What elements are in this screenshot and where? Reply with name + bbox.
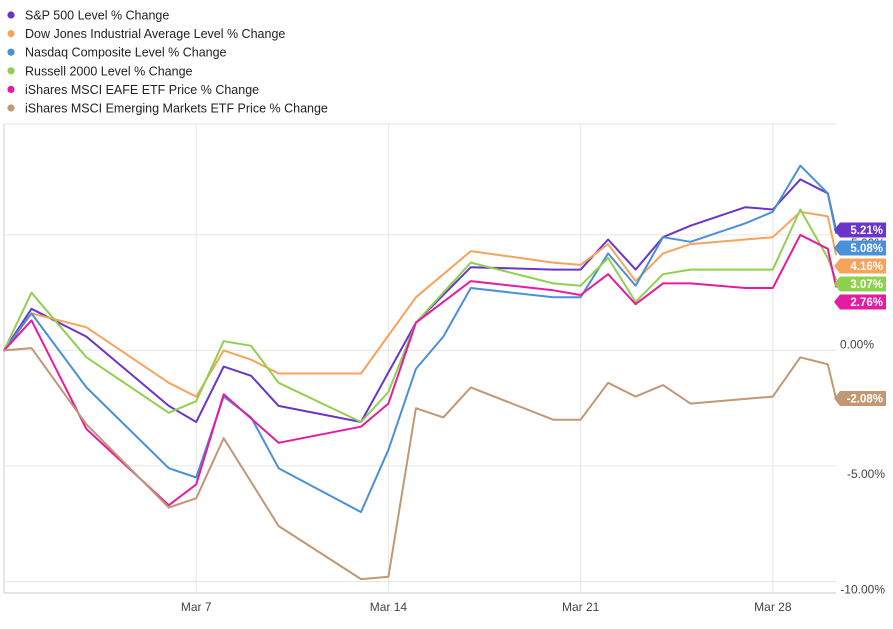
end-labels: 5.21% 5.08% 4.16% 3.07% 2.76% -2.08%: [834, 222, 886, 406]
legend-marker: [7, 48, 15, 56]
end-label-value: 3.07%: [850, 279, 883, 291]
legend-item: Nasdaq Composite Level % Change: [7, 46, 227, 60]
legend-label: S&P 500 Level % Change: [25, 9, 169, 23]
series-lines: [3, 164, 837, 581]
x-axis: Mar 7 Mar 14 Mar 21 Mar 28: [181, 600, 792, 614]
legend-label: Nasdaq Composite Level % Change: [25, 46, 227, 60]
end-label: 5.21%: [834, 222, 886, 238]
end-label-value: 5.08%: [850, 243, 883, 255]
end-label: 5.08%: [834, 240, 886, 256]
legend-label: iShares MSCI Emerging Markets ETF Price …: [25, 102, 328, 116]
end-label-tag: [834, 258, 886, 274]
legend-item: iShares MSCI Emerging Markets ETF Price …: [7, 102, 328, 116]
legend-item: iShares MSCI EAFE ETF Price % Change: [7, 83, 259, 97]
legend-item: S&P 500 Level % Change: [7, 9, 169, 23]
x-tick-label: Mar 14: [370, 600, 408, 614]
series-line-4: [3, 233, 837, 507]
end-label-tag: [834, 294, 886, 310]
y-tick-label: -5.00%: [847, 467, 885, 481]
end-label-tag: [834, 222, 886, 238]
end-label-tag: [834, 240, 886, 256]
legend-marker: [7, 11, 15, 19]
end-label: 4.16%: [834, 258, 886, 274]
end-label-tag: [834, 390, 886, 406]
series-line-2: [3, 164, 837, 514]
y-zero-label: 0.00%: [840, 337, 874, 351]
plot-area: [3, 124, 836, 594]
legend: S&P 500 Level % Change Dow Jones Industri…: [7, 9, 328, 116]
legend-marker: [7, 85, 15, 93]
legend-item: Russell 2000 Level % Change: [7, 64, 193, 78]
legend-marker: [7, 29, 15, 38]
legend-marker: [7, 67, 15, 75]
end-label-value: -2.08%: [847, 393, 883, 405]
end-label: -2.08%: [834, 390, 886, 406]
end-label-value: 2.76%: [850, 297, 883, 309]
x-tick-label: Mar 7: [181, 600, 212, 614]
end-label: 3.07%: [834, 276, 886, 292]
legend-label: Dow Jones Industrial Average Level % Cha…: [25, 27, 285, 41]
end-label-tag: [834, 276, 886, 292]
end-label-value: 4.16%: [850, 261, 883, 273]
x-tick-label: Mar 28: [754, 600, 792, 614]
gridlines: [4, 123, 836, 593]
legend-label: iShares MSCI EAFE ETF Price % Change: [25, 83, 259, 97]
legend-label: Russell 2000 Level % Change: [25, 64, 193, 78]
legend-item: Dow Jones Industrial Average Level % Cha…: [7, 27, 285, 41]
end-label-value: 5.21%: [850, 225, 883, 237]
series-line-1: [3, 210, 837, 398]
series-line-0: [3, 178, 837, 423]
y-tick-label: -10.00%: [840, 582, 885, 596]
series-line-5: [3, 347, 837, 581]
end-label: 2.76%: [834, 294, 886, 310]
legend-marker: [7, 104, 15, 112]
series-line-3: [3, 208, 837, 423]
x-tick-label: Mar 21: [562, 600, 600, 614]
